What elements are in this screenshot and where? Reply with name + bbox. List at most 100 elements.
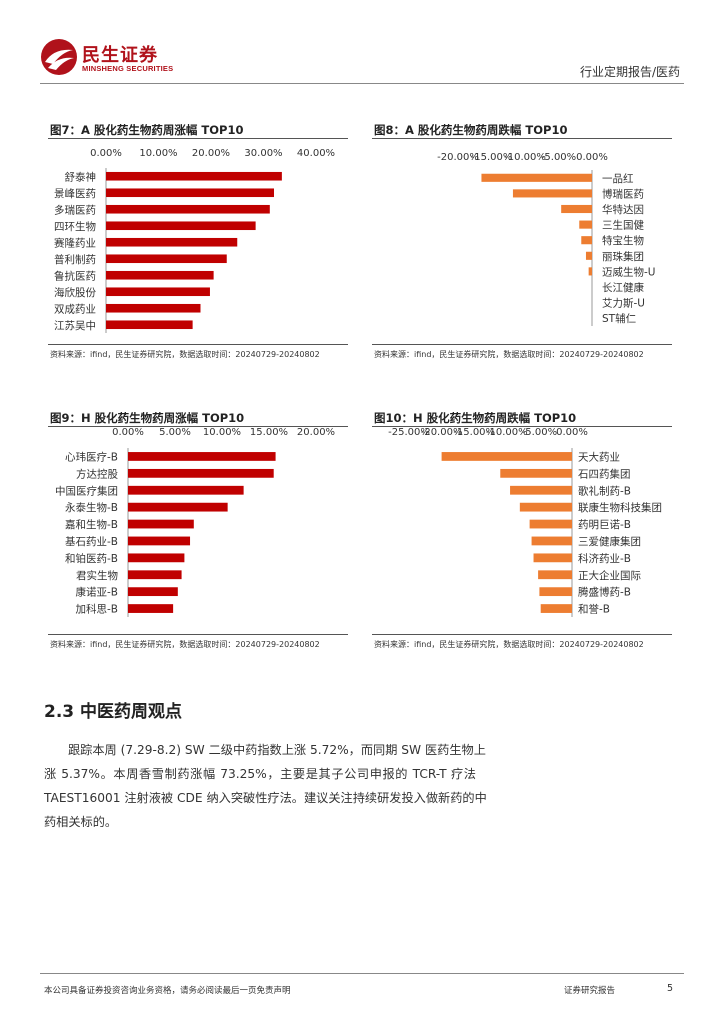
bar xyxy=(579,220,592,229)
category-label: 歌礼制药-B xyxy=(578,484,631,497)
category-label: 长江健康 xyxy=(602,281,644,294)
bar xyxy=(512,189,592,198)
figure-title: 图10：H 股化药生物药周跌幅 TOP10 xyxy=(374,411,577,425)
x-tick-label: -10.00% xyxy=(486,428,528,438)
bar xyxy=(128,502,228,512)
x-tick-label: 15.00% xyxy=(250,428,288,438)
category-label: 景峰医药 xyxy=(54,188,96,200)
bar xyxy=(533,553,572,563)
category-label: 迈威生物-U xyxy=(602,265,655,278)
bar xyxy=(510,485,572,495)
header-divider xyxy=(40,83,684,84)
category-label: 中国医疗集团 xyxy=(55,484,118,497)
bar xyxy=(561,204,592,214)
category-label: 三爱健康集团 xyxy=(578,535,641,548)
bar xyxy=(538,570,572,580)
x-tick-label: -20.00% xyxy=(437,152,479,163)
category-label: 博瑞医药 xyxy=(602,187,644,200)
footer-divider xyxy=(40,973,684,974)
figure-source: 资料来源：ifind，民生证券研究院，数据选取时间：20240729-20240… xyxy=(374,640,644,649)
bar-chart: 0.00% 10.00% 20.00% 30.00% 40.00% 舒泰神景峰医药多瑞医药… xyxy=(54,148,335,333)
bar xyxy=(128,485,244,495)
category-label: 赛隆药业 xyxy=(54,236,96,249)
bar xyxy=(106,254,227,264)
figure-title-rule xyxy=(48,426,348,427)
section-heading: 2.3 中医药周观点 xyxy=(44,702,183,722)
category-label: 四环生物 xyxy=(54,220,96,233)
bar xyxy=(106,237,238,247)
footer-doc-type: 证券研究报告 xyxy=(564,986,616,996)
bar xyxy=(540,604,572,613)
bar xyxy=(128,452,276,461)
bar xyxy=(128,519,194,529)
category-label: 江苏吴中 xyxy=(54,319,96,332)
figure-10: 图10：H 股化药生物药周跌幅 TOP10 -25.00% -20.00% -15.… xyxy=(372,410,672,655)
x-tick-label: 10.00% xyxy=(203,428,241,438)
category-label: 天大药业 xyxy=(578,450,620,463)
footer-disclaimer: 本公司具备证券投资咨询业务资格，请务必阅读最后一页免责声明 xyxy=(44,986,291,996)
category-label: 和铂医药-B xyxy=(65,552,118,565)
report-type: 行业定期报告/医药 xyxy=(579,65,680,79)
category-label: 一品红 xyxy=(602,172,634,185)
category-label: 方达控股 xyxy=(76,467,118,480)
minsheng-logo: 民生证券 MINSHENG SECURITIES xyxy=(40,38,190,78)
bar xyxy=(128,553,185,563)
bar xyxy=(106,204,270,214)
figure-9: 图9：H 股化药生物药周涨幅 TOP10 0.00% 5.00% 10.00% 15.… xyxy=(48,410,348,655)
bar xyxy=(106,270,214,280)
figure-title: 图7：A 股化药生物药周涨幅 TOP10 xyxy=(50,123,244,137)
x-tick-label: 30.00% xyxy=(244,148,282,159)
bar xyxy=(128,604,174,613)
x-tick-label: 20.00% xyxy=(297,428,335,438)
category-label: 普利制药 xyxy=(54,253,96,266)
bar xyxy=(531,536,572,546)
x-tick-label: -5.00% xyxy=(522,428,557,438)
figure-source: 资料来源：ifind，民生证券研究院，数据选取时间：20240729-20240… xyxy=(50,640,320,649)
bar xyxy=(500,468,572,478)
category-label: 腾盛博药-B xyxy=(578,586,631,599)
bar xyxy=(529,519,572,529)
category-label: 华特达因 xyxy=(602,203,644,216)
category-label: 多瑞医药 xyxy=(54,203,96,216)
bar-chart: -25.00%-20.00%-15.00%-10.00%-5.00% 0.00% 天… xyxy=(388,428,662,617)
logo-en-text: MINSHENG SECURITIES xyxy=(82,64,174,73)
bar xyxy=(128,570,182,580)
figure-title-rule xyxy=(48,138,348,139)
bar xyxy=(585,251,592,260)
bar xyxy=(106,303,201,313)
x-tick-label: 20.00% xyxy=(192,148,230,159)
x-tick-label: 0.00% xyxy=(90,148,122,159)
category-label: 正大企业国际 xyxy=(578,569,641,582)
minsheng-logo-icon xyxy=(41,39,77,75)
bar xyxy=(128,587,178,597)
category-label: 嘉和生物-B xyxy=(65,518,118,531)
category-label: 联康生物科技集团 xyxy=(578,501,662,514)
figure-8: 图8：A 股化药生物药周跌幅 TOP10 -20.00% -15.00% -10.0… xyxy=(372,122,672,362)
paragraph-line: 涨 5.37%。本周香雪制药涨幅 73.25%，主要是其子公司申报的 TCR-T… xyxy=(44,767,476,781)
category-label: 君实生物 xyxy=(76,569,118,582)
category-label: 加科思-B xyxy=(76,603,119,616)
logo-cn-text: 民生证券 xyxy=(82,45,158,66)
category-label: ST辅仁 xyxy=(602,312,636,325)
figure-source: 资料来源：ifind，民生证券研究院，数据选取时间：20240729-20240… xyxy=(374,350,644,359)
category-label: 科济药业-B xyxy=(578,552,631,565)
x-tick-label: 5.00% xyxy=(159,428,191,438)
figure-title-rule xyxy=(372,426,672,427)
bar xyxy=(519,502,572,512)
bar-chart: -20.00%-15.00%-10.00%-5.00% 0.00% 一品红博瑞医药华… xyxy=(437,152,655,326)
bar xyxy=(588,267,592,276)
bar xyxy=(481,173,592,182)
bar xyxy=(106,320,193,330)
x-tick-label: 0.00% xyxy=(556,428,588,438)
bar xyxy=(128,536,191,546)
category-label: 药明巨诺-B xyxy=(578,519,631,531)
paragraph-line: 药相关标的。 xyxy=(44,815,118,829)
figure-title: 图9：H 股化药生物药周涨幅 TOP10 xyxy=(50,411,245,425)
category-label: 鲁抗医药 xyxy=(54,269,96,282)
bar xyxy=(106,188,274,198)
category-label: 艾力斯-U xyxy=(602,297,645,310)
category-label: 康诺亚-B xyxy=(76,586,119,599)
category-label: 双成药业 xyxy=(54,303,96,315)
x-tick-label: 0.00% xyxy=(576,152,608,163)
paragraph-line: 跟踪本周 (7.29-8.2) SW 二级中药指数上涨 5.72%，而同期 SW… xyxy=(68,743,486,757)
